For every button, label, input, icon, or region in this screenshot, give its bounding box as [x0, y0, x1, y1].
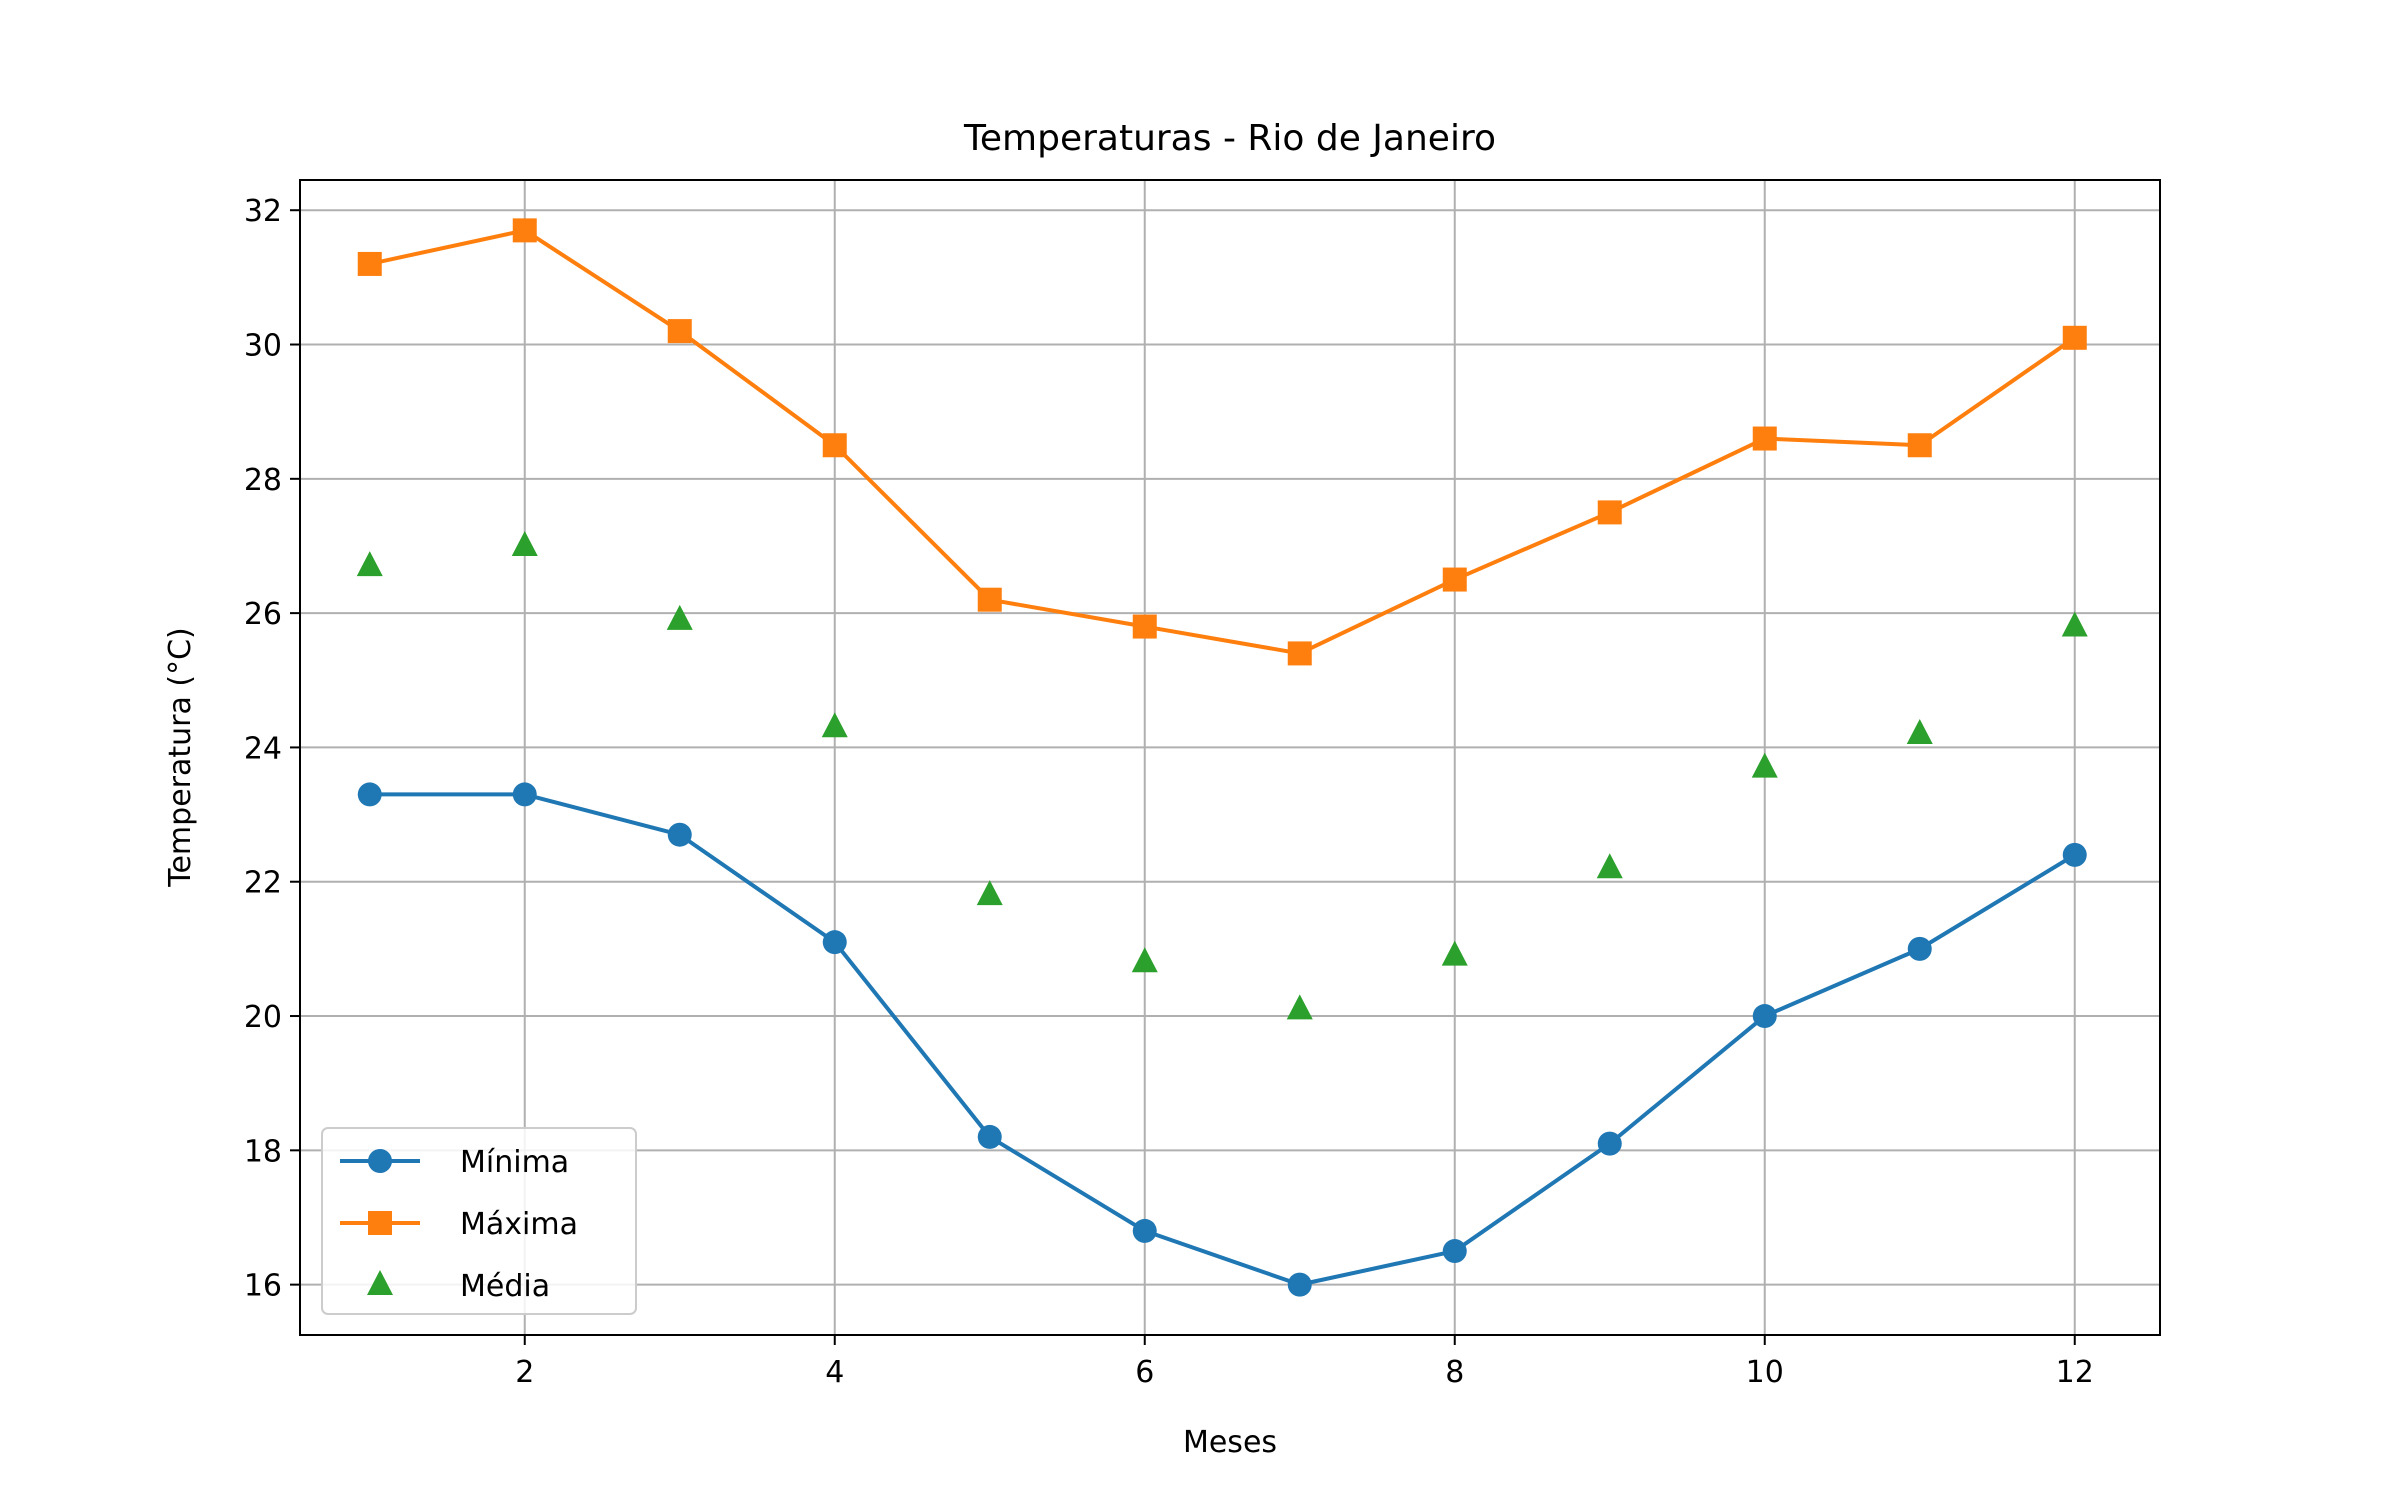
series-layer: [356, 218, 2088, 1297]
data-point-media: [1751, 752, 1778, 778]
data-point-minima: [822, 930, 847, 955]
legend-box: [321, 1127, 637, 1315]
x-tick-label: 12: [2056, 1355, 2094, 1390]
x-tick-label: 4: [825, 1355, 844, 1390]
data-point-maxima: [1442, 567, 1467, 592]
data-point-minima: [512, 782, 537, 807]
x-axis-label: Meses: [1183, 1425, 1277, 1460]
data-point-minima: [2062, 842, 2087, 867]
data-point-maxima: [1907, 433, 1932, 458]
legend-label-media: Média: [460, 1269, 550, 1304]
data-point-media: [976, 880, 1003, 906]
series-line-minima: [369, 792, 2076, 1287]
data-point-media: [1906, 718, 1933, 744]
x-tick-label: 8: [1445, 1355, 1464, 1390]
data-point-maxima: [1597, 500, 1622, 525]
data-point-media: [666, 604, 693, 630]
series-media: [356, 530, 2088, 1020]
data-point-minima: [357, 782, 382, 807]
series-maxima: [357, 218, 2087, 666]
data-point-maxima: [1752, 426, 1777, 451]
y-tick-label: 26: [244, 597, 282, 632]
data-point-minima: [1752, 1004, 1777, 1029]
data-point-maxima: [667, 319, 692, 344]
data-point-media: [1131, 947, 1158, 973]
y-tick-label: 20: [244, 1000, 282, 1035]
data-point-maxima: [822, 433, 847, 458]
y-axis-label: Temperatura (°C): [163, 627, 198, 888]
data-point-minima: [1287, 1272, 1312, 1297]
legend-label-minima: Mínima: [460, 1145, 569, 1180]
data-point-minima: [1597, 1131, 1622, 1156]
data-point-media: [511, 530, 538, 556]
data-point-minima: [1132, 1218, 1157, 1243]
data-point-media: [2061, 611, 2088, 637]
x-tick-label: 10: [1746, 1355, 1784, 1390]
data-point-minima: [1907, 936, 1932, 961]
y-tick-label: 16: [244, 1269, 282, 1304]
data-point-minima: [977, 1124, 1002, 1149]
legend-marker-maxima: [368, 1211, 392, 1235]
x-tick-label: 6: [1135, 1355, 1154, 1390]
data-point-media: [821, 712, 848, 738]
data-point-media: [1441, 940, 1468, 966]
data-point-maxima: [2062, 325, 2087, 350]
y-tick-label: 28: [244, 463, 282, 498]
y-tick-label: 32: [244, 194, 282, 229]
plot-frame: [299, 179, 2161, 1336]
data-point-maxima: [357, 251, 382, 276]
data-point-maxima: [512, 218, 537, 243]
legend-label-maxima: Máxima: [460, 1207, 578, 1242]
data-point-maxima: [1287, 641, 1312, 666]
x-tick-label: 2: [515, 1355, 534, 1390]
y-tick-label: 22: [244, 866, 282, 901]
data-point-maxima: [1132, 614, 1157, 639]
data-point-minima: [667, 822, 692, 847]
legend-marker-minima: [368, 1149, 392, 1173]
legend: Mínima Máxima Média: [321, 1127, 637, 1315]
data-point-media: [356, 551, 383, 577]
chart-title: Temperaturas - Rio de Janeiro: [963, 118, 1496, 159]
legend-marker-media: [367, 1270, 393, 1295]
series-minima: [357, 782, 2087, 1297]
data-point-minima: [1442, 1239, 1467, 1264]
data-point-media: [1596, 853, 1623, 879]
data-point-maxima: [977, 587, 1002, 612]
y-tick-label: 30: [244, 329, 282, 364]
grid: [300, 180, 2160, 1335]
y-tick-label: 24: [244, 731, 282, 766]
series-line-maxima: [369, 228, 2076, 656]
data-point-media: [1286, 994, 1313, 1020]
y-tick-label: 18: [244, 1134, 282, 1169]
